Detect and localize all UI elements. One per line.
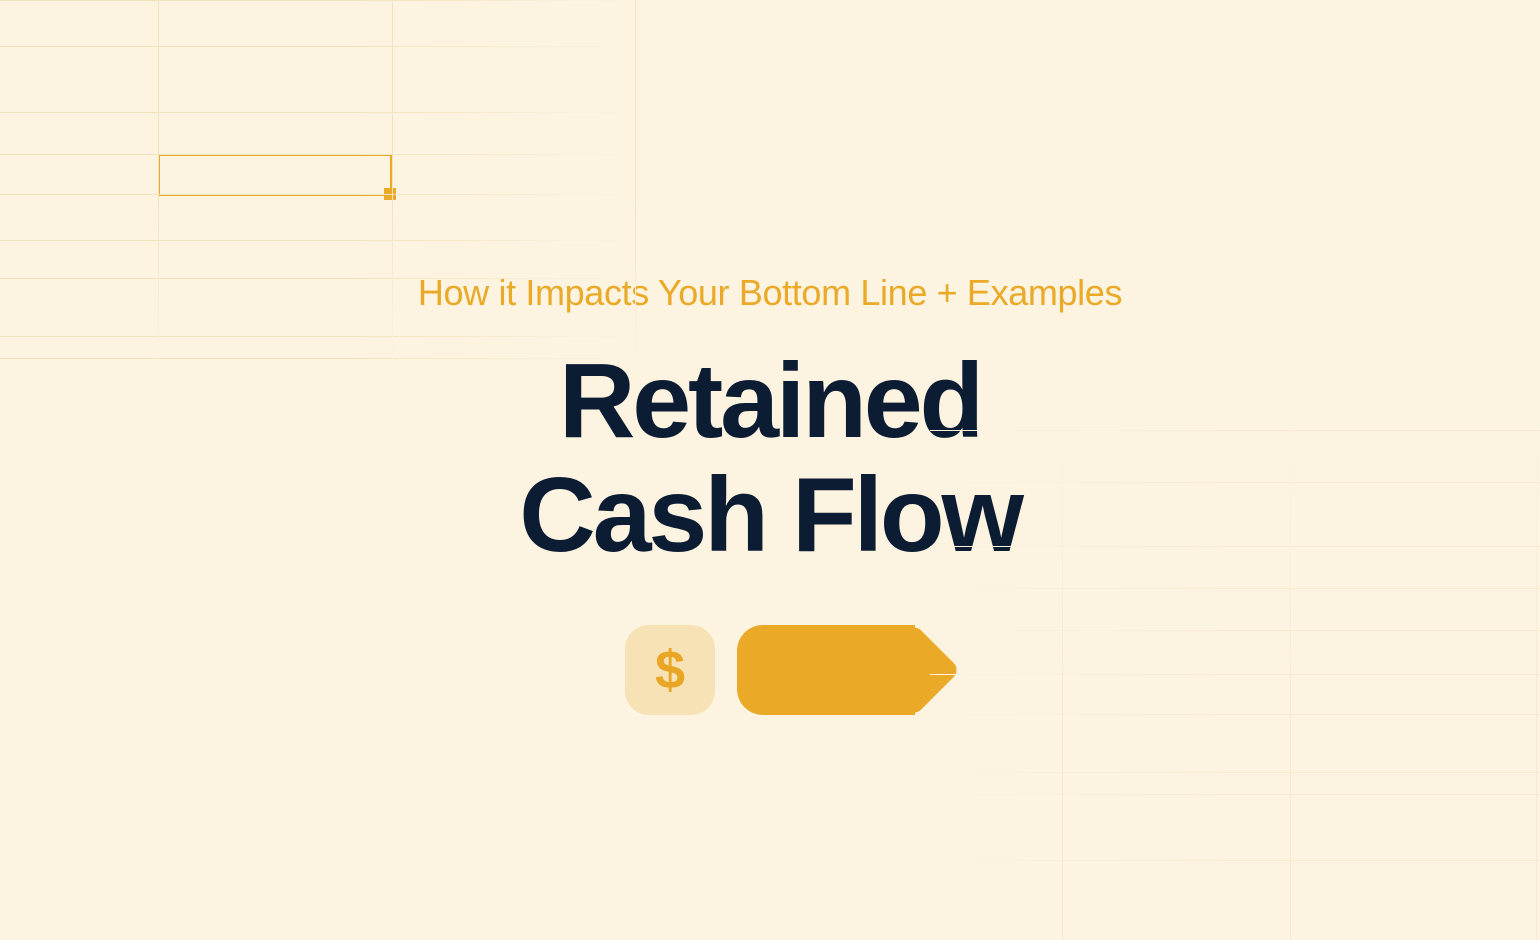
grid-line: [930, 482, 1540, 483]
grid-line: [0, 240, 640, 241]
grid-line: [0, 112, 640, 113]
grid-line: [930, 588, 1540, 589]
grid-line: [930, 860, 1540, 861]
grid-line: [930, 430, 1540, 431]
grid-line: [0, 46, 640, 47]
hero-content: How it Impacts Your Bottom Line + Exampl…: [0, 0, 1540, 940]
grid-line: [930, 714, 1540, 715]
grid-line: [0, 278, 640, 279]
grid-line: [0, 336, 640, 337]
hero-title-line2: Cash Flow: [519, 458, 1020, 572]
price-tag-icon: [737, 625, 915, 715]
grid-line: [0, 154, 640, 155]
grid-line: [1536, 430, 1537, 940]
grid-line: [1290, 430, 1291, 940]
dollar-icon: $: [625, 625, 715, 715]
grid-line: [392, 0, 393, 360]
grid-line: [0, 0, 640, 1]
grid-line: [1062, 430, 1063, 940]
hero-title-line1: Retained: [519, 344, 1020, 458]
grid-line: [930, 630, 1540, 631]
hero-canvas: How it Impacts Your Bottom Line + Exampl…: [0, 0, 1540, 940]
grid-line: [930, 772, 1540, 773]
grid-line: [930, 674, 1540, 675]
hero-title: Retained Cash Flow: [519, 344, 1020, 573]
hero-badges: $: [625, 625, 915, 715]
grid-line: [0, 358, 640, 359]
grid-line: [635, 0, 636, 360]
grid-line: [0, 194, 640, 195]
grid-line: [158, 0, 159, 360]
grid-line: [930, 794, 1540, 795]
dollar-glyph: $: [655, 639, 685, 701]
grid-line: [930, 546, 1540, 547]
